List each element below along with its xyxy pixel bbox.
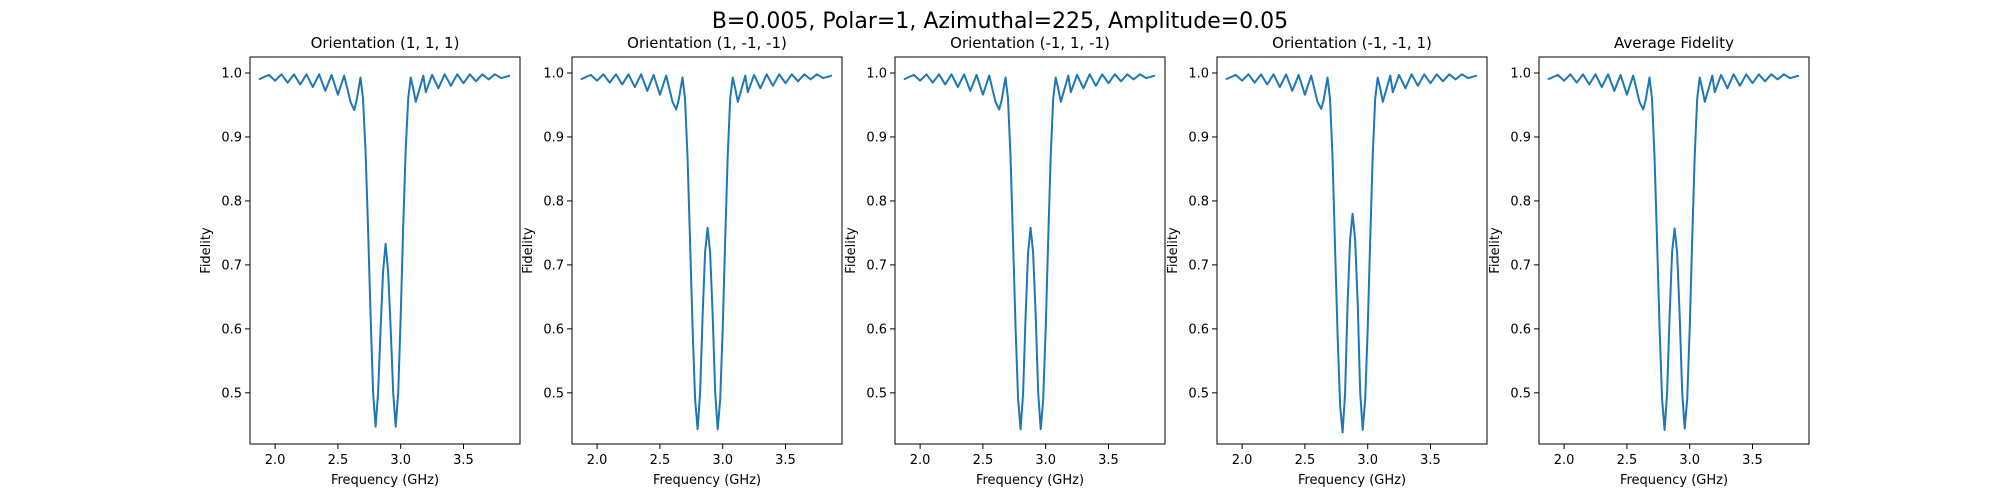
x-axis-label: Frequency (GHz)	[653, 473, 761, 488]
x-tick-label: 3.5	[453, 453, 474, 468]
y-tick-label: 0.9	[221, 130, 242, 145]
axes-frame	[894, 56, 1166, 445]
fidelity-series-line	[258, 73, 511, 428]
y-tick-label: 1.0	[221, 66, 242, 81]
x-tick-label: 3.5	[1098, 453, 1119, 468]
axes-frame	[1216, 56, 1488, 445]
axes-frame	[249, 56, 521, 445]
y-tick-label: 0.9	[543, 130, 564, 145]
y-tick-label: 0.6	[1510, 322, 1531, 337]
x-tick-label: 2.5	[650, 453, 671, 468]
axes-frame	[571, 56, 843, 445]
y-tick-label: 0.5	[221, 386, 242, 401]
x-tick-label: 3.5	[1742, 453, 1763, 468]
y-axis-label: Fidelity	[1488, 227, 1503, 274]
subplot-1: Orientation (1, 1, 1) 2.0 2.5 3.0 3.5 0.5 0.6 0…	[199, 34, 521, 488]
subplot-grid: Orientation (1, 1, 1) 2.0 2.5 3.0 3.5 0.5 0.6 0…	[199, 34, 1810, 488]
y-tick-label: 0.5	[1510, 386, 1531, 401]
y-tick-label: 0.8	[1510, 194, 1531, 209]
y-tick-label: 0.9	[1188, 130, 1209, 145]
y-tick-label: 0.7	[221, 258, 242, 273]
subplot-5: Average Fidelity 2.0 2.5 3.0 3.5 0.5 0.6 0.7 0.8…	[1488, 34, 1810, 488]
figure-suptitle: B=0.005, Polar=1, Azimuthal=225, Amplitu…	[712, 9, 1288, 34]
fidelity-series-line	[1225, 73, 1478, 434]
y-tick-label: 1.0	[543, 66, 564, 81]
x-tick-label: 3.0	[712, 453, 733, 468]
subplot-title: Orientation (-1, -1, 1)	[1272, 34, 1432, 52]
y-tick-label: 0.6	[543, 322, 564, 337]
y-axis-label: Fidelity	[1166, 227, 1181, 274]
y-tick-label: 0.5	[866, 386, 887, 401]
fidelity-series-line	[903, 73, 1156, 431]
subplot-title: Average Fidelity	[1614, 34, 1734, 52]
y-axis-label: Fidelity	[844, 227, 859, 274]
subplot-title: Orientation (1, -1, -1)	[627, 34, 787, 52]
y-axis-label: Fidelity	[199, 227, 214, 274]
x-tick-label: 2.5	[1295, 453, 1316, 468]
x-axis-label: Frequency (GHz)	[331, 473, 439, 488]
y-axis-label: Fidelity	[521, 227, 536, 274]
x-tick-label: 3.0	[1679, 453, 1700, 468]
y-tick-label: 0.9	[866, 130, 887, 145]
y-tick-label: 0.7	[1510, 258, 1531, 273]
subplot-title: Orientation (-1, 1, -1)	[950, 34, 1110, 52]
y-tick-label: 0.9	[1510, 130, 1531, 145]
axes-frame	[1538, 56, 1810, 445]
x-tick-label: 2.0	[910, 453, 931, 468]
y-tick-label: 0.6	[1188, 322, 1209, 337]
y-tick-label: 0.8	[866, 194, 887, 209]
x-tick-label: 2.0	[1554, 453, 1575, 468]
y-tick-label: 0.5	[543, 386, 564, 401]
x-tick-label: 2.0	[265, 453, 286, 468]
x-tick-label: 3.0	[1357, 453, 1378, 468]
x-axis-label: Frequency (GHz)	[976, 473, 1084, 488]
y-tick-label: 0.7	[543, 258, 564, 273]
subplot-title: Orientation (1, 1, 1)	[311, 34, 460, 52]
fidelity-series-line	[1547, 73, 1800, 431]
subplot-3: Orientation (-1, 1, -1) 2.0 2.5 3.0 3.5 0.5 0.…	[844, 34, 1166, 488]
y-tick-label: 0.6	[866, 322, 887, 337]
x-tick-label: 2.5	[328, 453, 349, 468]
y-tick-label: 1.0	[1188, 66, 1209, 81]
x-axis-label: Frequency (GHz)	[1620, 473, 1728, 488]
x-tick-label: 2.0	[587, 453, 608, 468]
y-tick-label: 0.6	[221, 322, 242, 337]
subplot-4: Orientation (-1, -1, 1) 2.0 2.5 3.0 3.5 0.5 0.…	[1166, 34, 1488, 488]
y-tick-label: 1.0	[1510, 66, 1531, 81]
x-tick-label: 3.0	[390, 453, 411, 468]
x-tick-label: 2.5	[1617, 453, 1638, 468]
fidelity-series-line	[580, 73, 833, 431]
x-tick-label: 2.5	[973, 453, 994, 468]
x-tick-label: 3.5	[1420, 453, 1441, 468]
x-axis-label: Frequency (GHz)	[1298, 473, 1406, 488]
y-tick-label: 1.0	[866, 66, 887, 81]
subplot-2: Orientation (1, -1, -1) 2.0 2.5 3.0 3.5 0.5 0.…	[521, 34, 843, 488]
y-tick-label: 0.8	[1188, 194, 1209, 209]
x-tick-label: 2.0	[1232, 453, 1253, 468]
y-tick-label: 0.7	[866, 258, 887, 273]
y-tick-label: 0.8	[221, 194, 242, 209]
x-tick-label: 3.0	[1035, 453, 1056, 468]
y-tick-label: 0.5	[1188, 386, 1209, 401]
y-tick-label: 0.8	[543, 194, 564, 209]
y-tick-label: 0.7	[1188, 258, 1209, 273]
x-tick-label: 3.5	[775, 453, 796, 468]
